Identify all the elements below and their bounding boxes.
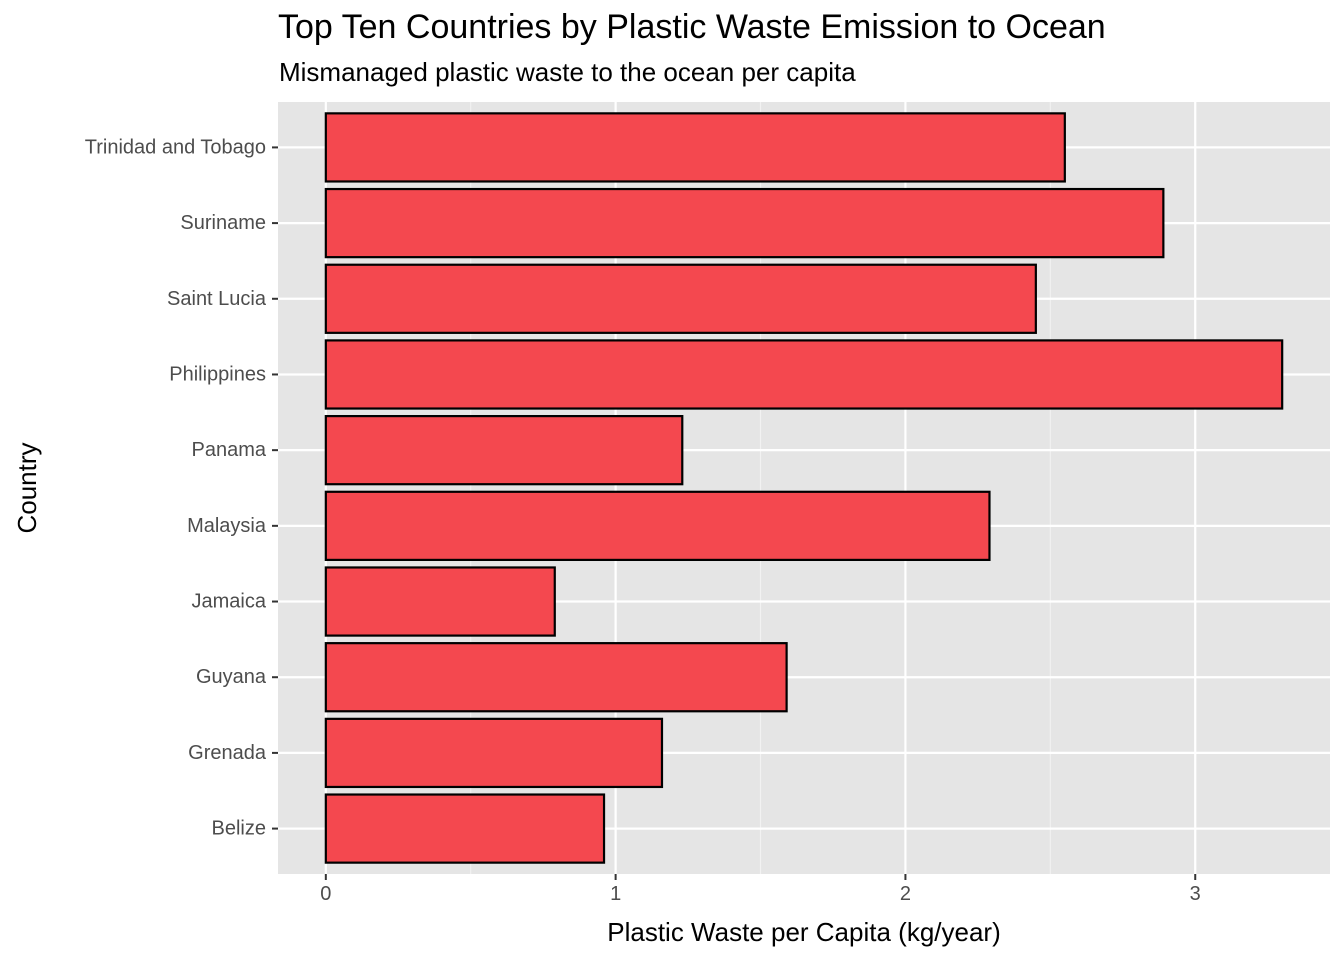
bar bbox=[324, 112, 1066, 183]
y-tick-label: Trinidad and Tobago bbox=[85, 136, 266, 158]
y-tick-label: Grenada bbox=[188, 742, 267, 764]
x-axis: 0 1 2 3 bbox=[320, 874, 1201, 905]
bars bbox=[324, 112, 1284, 864]
y-tick-label: Philippines bbox=[169, 363, 266, 385]
bar bbox=[324, 187, 1165, 259]
bar bbox=[324, 566, 556, 637]
x-tick-label: 2 bbox=[900, 883, 911, 905]
y-tick-label: Saint Lucia bbox=[167, 288, 267, 310]
y-tick-label: Jamaica bbox=[192, 591, 267, 613]
bar bbox=[324, 414, 684, 486]
chart-subtitle: Mismanaged plastic waste to the ocean pe… bbox=[279, 57, 856, 87]
y-tick-label: Panama bbox=[192, 439, 267, 461]
y-tick-label: Suriname bbox=[180, 212, 266, 234]
y-tick-label: Belize bbox=[212, 818, 266, 840]
bar bbox=[324, 793, 606, 864]
y-tick-label: Malaysia bbox=[187, 515, 267, 537]
x-axis-title: Plastic Waste per Capita (kg/year) bbox=[607, 917, 1001, 947]
bar bbox=[324, 642, 788, 713]
x-tick-label: 1 bbox=[610, 883, 621, 905]
x-tick-label: 3 bbox=[1190, 883, 1201, 905]
bar bbox=[324, 717, 664, 789]
bar bbox=[324, 263, 1037, 334]
y-tick-label: Guyana bbox=[196, 666, 267, 688]
x-tick-label: 0 bbox=[320, 883, 331, 905]
bar bbox=[324, 490, 991, 562]
y-axis-title: Country bbox=[12, 442, 42, 533]
chart-title: Top Ten Countries by Plastic Waste Emiss… bbox=[278, 8, 1106, 46]
bar bbox=[324, 339, 1284, 410]
y-axis: Belize Grenada Guyana Jamaica Malaysia Panama… bbox=[85, 136, 278, 840]
